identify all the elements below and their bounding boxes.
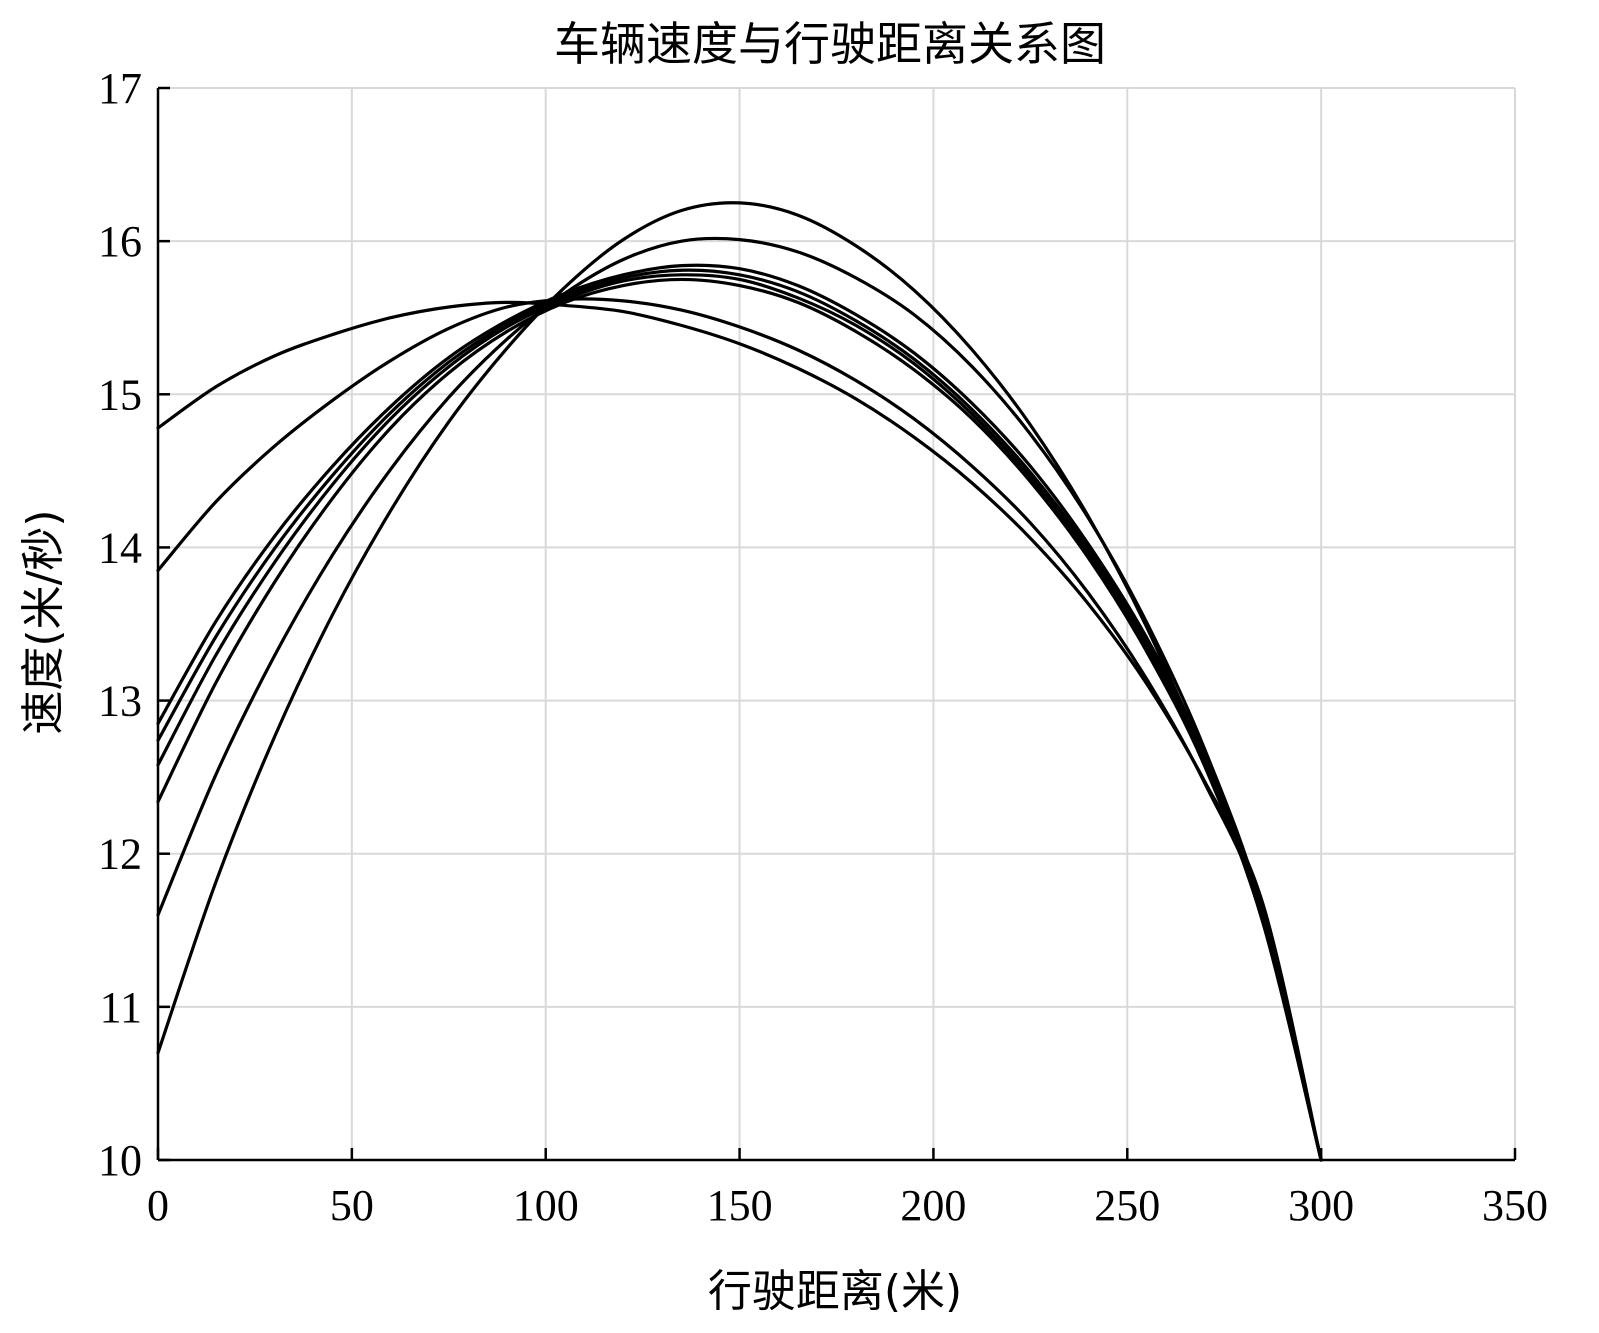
x-tick-label: 0 xyxy=(147,1181,169,1230)
series-line-6 xyxy=(156,277,1323,1162)
x-tick-label: 250 xyxy=(1094,1181,1160,1230)
x-tick-label: 350 xyxy=(1482,1181,1548,1230)
y-tick-label: 16 xyxy=(98,217,142,266)
axes xyxy=(156,86,1517,1162)
series-lines xyxy=(156,201,1323,1162)
series-line-2 xyxy=(156,297,1323,1162)
chart-title: 车辆速度与行驶距离关系图 xyxy=(554,17,1106,71)
y-tick-label: 17 xyxy=(98,64,142,113)
y-tick-label: 10 xyxy=(98,1136,142,1185)
x-tick-label: 200 xyxy=(900,1181,966,1230)
series-line-5 xyxy=(156,273,1323,1162)
x-tick-label: 300 xyxy=(1288,1181,1354,1230)
y-tick-label: 13 xyxy=(98,677,142,726)
series-line-8 xyxy=(156,201,1323,1162)
series-line-7 xyxy=(156,236,1323,1162)
series-line-4 xyxy=(156,268,1323,1162)
y-tick-label: 15 xyxy=(98,370,142,419)
x-tick-label: 100 xyxy=(513,1181,579,1230)
x-tick-label: 50 xyxy=(330,1181,374,1230)
y-tick-label: 12 xyxy=(98,830,142,879)
x-tick-label: 150 xyxy=(707,1181,773,1230)
grid xyxy=(158,87,1516,1160)
x-axis-title: 行驶距离(米) xyxy=(708,1266,962,1317)
y-axis-title: 速度(米/秒) xyxy=(18,509,69,734)
y-tick-label: 11 xyxy=(100,983,142,1032)
y-tick-label: 14 xyxy=(98,523,142,572)
tick-labels: 0 50 100 150 200 250 300 350 10 11 12 13 14 15 16 17 xyxy=(98,64,1548,1230)
